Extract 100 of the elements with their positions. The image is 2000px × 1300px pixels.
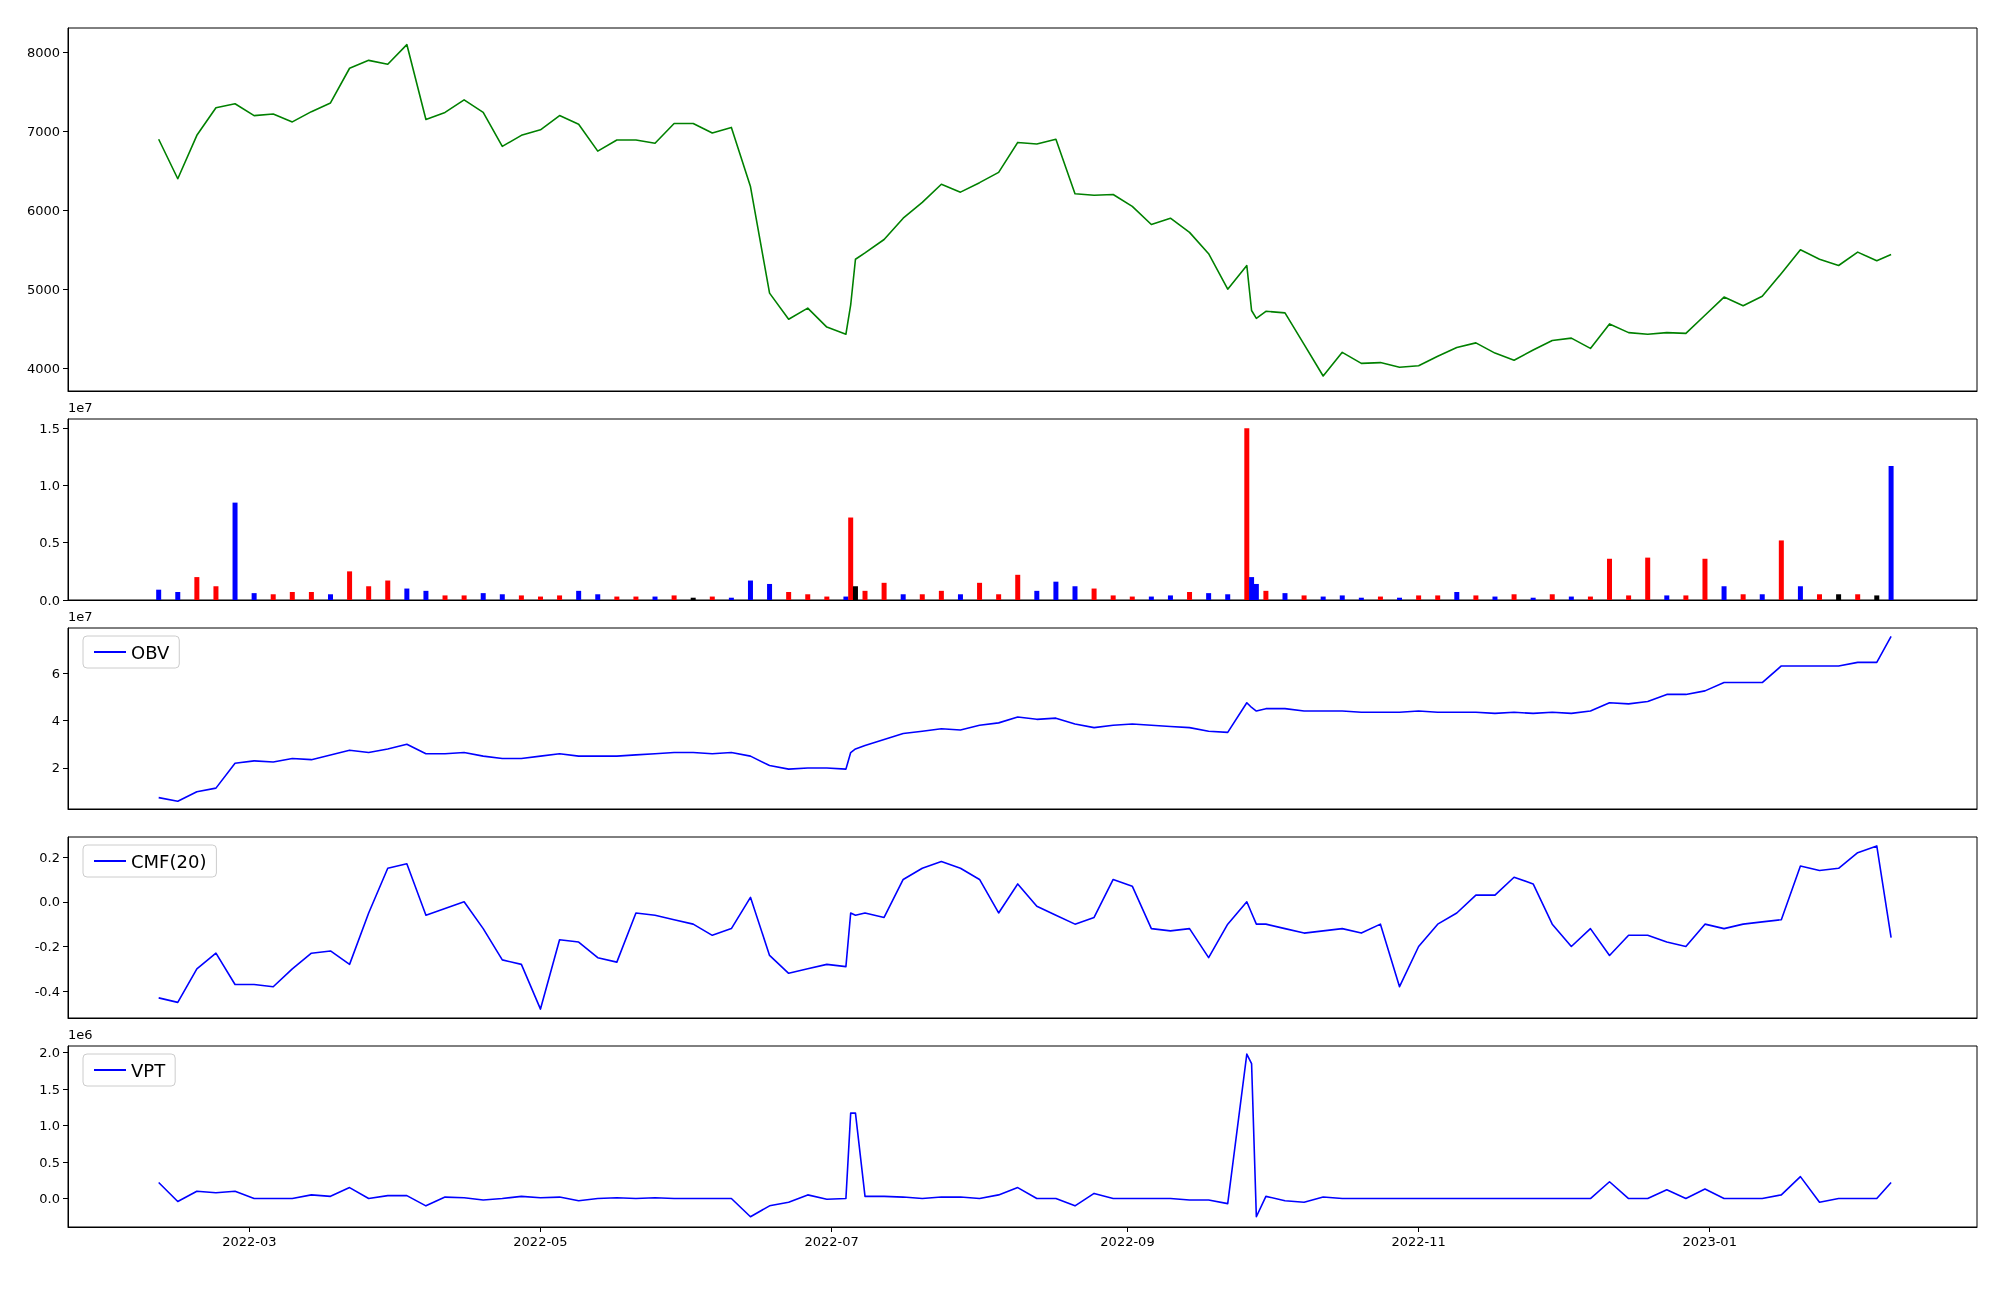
- bar: [1664, 595, 1670, 600]
- bar: [442, 595, 448, 600]
- bar: [1645, 557, 1651, 600]
- bar: [1282, 593, 1288, 600]
- bar: [595, 594, 601, 600]
- bar: [1888, 465, 1894, 600]
- bar: [1702, 558, 1708, 600]
- bar: [232, 502, 238, 600]
- bar: [1249, 577, 1255, 600]
- y-tick-label: 1.5: [39, 1081, 60, 1097]
- bar: [576, 590, 582, 600]
- bar: [1167, 595, 1173, 600]
- bar: [1740, 594, 1746, 600]
- bar: [1053, 581, 1059, 600]
- bar: [977, 582, 983, 600]
- bar: [1454, 591, 1460, 600]
- bar: [499, 594, 505, 600]
- bar: [1034, 590, 1040, 600]
- y-tick-label: 0.5: [39, 535, 60, 551]
- bar: [1473, 595, 1479, 600]
- bar: [767, 583, 773, 600]
- bar: [289, 591, 295, 600]
- bar: [1301, 595, 1307, 600]
- y-tick-label: 0.2: [39, 849, 60, 865]
- text: 1e6: [68, 1027, 93, 1042]
- bar: [1244, 428, 1250, 600]
- bar: [1855, 594, 1861, 600]
- bar: [1797, 586, 1803, 600]
- bar: [996, 594, 1002, 600]
- y-tick-label: 4: [51, 713, 60, 729]
- bar: [327, 594, 333, 600]
- bar: [461, 595, 467, 600]
- y-tick-label: -0.2: [34, 938, 60, 954]
- y-tick-label: 5000: [26, 281, 60, 297]
- bar: [728, 597, 734, 600]
- bar: [747, 580, 753, 600]
- x-tick-label: 2022-07: [804, 1234, 859, 1249]
- legend-label: OBV: [131, 641, 170, 663]
- bar: [557, 595, 563, 600]
- bar: [900, 594, 906, 600]
- text: 1e7: [68, 609, 93, 624]
- bar: [1263, 590, 1269, 600]
- legend-label: CMF(20): [131, 850, 207, 872]
- bar: [1530, 597, 1536, 600]
- bar: [1511, 594, 1517, 600]
- y-tick-label: 4000: [26, 360, 60, 376]
- bar: [1015, 574, 1021, 600]
- x-tick-label: 2022-11: [1391, 1234, 1446, 1249]
- y-tick-label: 0.0: [39, 1191, 60, 1207]
- y-tick-label: 2: [51, 760, 60, 776]
- bar: [862, 590, 868, 600]
- bar: [1358, 597, 1364, 600]
- y-tick-label: 1.0: [39, 477, 60, 493]
- bar: [194, 577, 200, 600]
- bar: [1091, 588, 1097, 600]
- bar: [786, 591, 792, 600]
- bar: [308, 591, 314, 600]
- x-tick-label: 2022-09: [1100, 1234, 1155, 1249]
- bar: [848, 517, 854, 600]
- bar: [1072, 586, 1078, 600]
- bar: [1721, 586, 1727, 600]
- bar: [1225, 594, 1231, 600]
- legend-label: VPT: [131, 1059, 167, 1081]
- bar: [518, 595, 524, 600]
- bar: [671, 595, 677, 600]
- x-tick-label: 2022-03: [222, 1234, 277, 1249]
- y-tick-label: 0.5: [39, 1154, 60, 1170]
- bar: [957, 594, 963, 600]
- bar: [1607, 558, 1613, 600]
- bar: [1397, 597, 1403, 600]
- y-tick-label: 0.0: [39, 894, 60, 910]
- bar: [881, 582, 887, 600]
- y-tick-label: 6: [51, 665, 60, 681]
- bar: [347, 571, 353, 600]
- bar: [366, 586, 372, 600]
- bar: [938, 590, 944, 600]
- bar: [805, 594, 811, 600]
- bar: [1683, 595, 1689, 600]
- bar: [1339, 595, 1345, 600]
- y-tick-label: 1.0: [39, 1118, 60, 1134]
- bar: [1817, 594, 1823, 600]
- x-tick-label: 2022-05: [513, 1234, 568, 1249]
- bar: [175, 591, 181, 600]
- x-tick-label: 2023-01: [1682, 1234, 1737, 1249]
- bar: [1759, 594, 1765, 600]
- bar: [1778, 540, 1784, 600]
- bar: [213, 586, 219, 600]
- bar: [1187, 591, 1193, 600]
- bar: [1549, 594, 1555, 600]
- line-series: [157, 43, 1892, 377]
- y-tick-label: 6000: [26, 202, 60, 218]
- bar: [1206, 593, 1212, 600]
- bar: [919, 594, 925, 600]
- y-tick-label: 2.0: [39, 1045, 60, 1061]
- bar: [1110, 595, 1116, 600]
- bar: [1626, 595, 1632, 600]
- bar: [251, 593, 257, 600]
- bar: [423, 590, 429, 600]
- y-tick-label: 8000: [26, 44, 60, 60]
- y-tick-label: -0.4: [34, 983, 60, 999]
